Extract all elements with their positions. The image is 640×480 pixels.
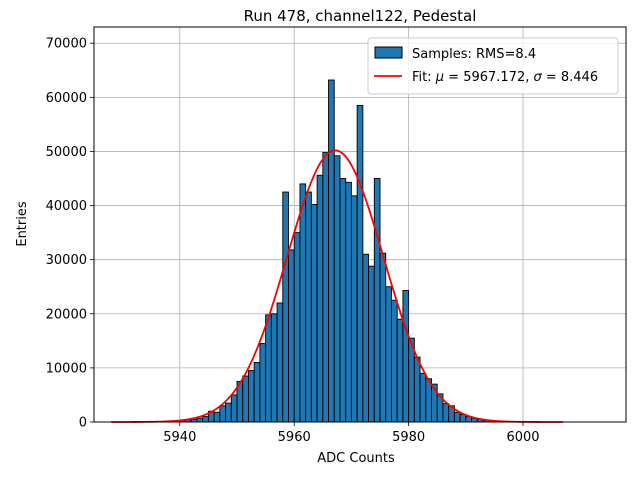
histogram-bar xyxy=(368,265,375,423)
histogram-bar xyxy=(356,105,364,423)
fit-curve-group xyxy=(111,149,564,423)
y-tick-label: 60000 xyxy=(46,91,87,106)
legend-bars-swatch xyxy=(374,46,403,59)
histogram-bar xyxy=(396,318,404,423)
histogram-bar xyxy=(282,191,289,423)
histogram-bar xyxy=(322,152,329,423)
histogram-bar xyxy=(293,232,301,423)
histogram-bar xyxy=(453,411,461,423)
histogram-bar xyxy=(310,204,318,423)
histogram-bar xyxy=(328,79,335,423)
histogram-bar xyxy=(242,375,249,423)
histogram-bar xyxy=(305,191,312,423)
legend: Samples: RMS=8.4 Fit: μ = 5967.172, σ = … xyxy=(367,37,619,95)
histogram-bar xyxy=(391,299,398,423)
histogram-bar xyxy=(419,372,427,423)
x-tick-label: 6000 xyxy=(506,430,539,445)
x-tick-label: 5980 xyxy=(392,430,425,445)
y-tick-label: 0 xyxy=(79,416,87,431)
histogram-bar xyxy=(316,174,324,423)
histogram-bar xyxy=(362,253,370,423)
x-tick-label: 5960 xyxy=(278,430,311,445)
legend-frame xyxy=(367,37,619,95)
histogram-bar xyxy=(276,302,284,423)
histogram-bar xyxy=(253,362,261,423)
histogram-bar xyxy=(385,286,392,423)
legend-fit-mu: μ xyxy=(435,70,444,85)
histogram-bar xyxy=(402,290,410,423)
histogram-bar xyxy=(219,405,227,423)
histogram-bar xyxy=(339,178,347,423)
y-tick-label: 20000 xyxy=(46,307,87,322)
plot-area-frame xyxy=(93,26,627,423)
histogram-bar xyxy=(299,183,307,423)
x-axis-title: ADC Counts xyxy=(317,451,395,466)
histogram-bar xyxy=(350,195,358,423)
legend-fit-label: Fit: μ = 5967.172, σ = 8.446 xyxy=(412,70,598,85)
y-tick-label: 30000 xyxy=(46,253,87,268)
histogram-bar xyxy=(442,403,450,423)
histogram-bar xyxy=(379,252,387,423)
chart-title: Run 478, channel122, Pedestal xyxy=(244,7,477,25)
legend-fit-sigma: σ xyxy=(534,70,543,85)
histogram-bar xyxy=(225,402,232,423)
histogram-bar xyxy=(248,370,255,423)
legend-fit-mu-value: = 5967.172, xyxy=(444,70,533,85)
y-tick-label: 70000 xyxy=(46,37,87,52)
y-axis-ticks: 0 10000 20000 30000 40000 50000 60000 70000 xyxy=(46,37,94,431)
histogram-bar xyxy=(213,411,221,423)
histogram-bar xyxy=(345,181,352,423)
x-axis-ticks: 5940 5960 5980 6000 xyxy=(163,422,540,445)
histogram-bar xyxy=(373,178,381,423)
legend-fit-prefix: Fit: xyxy=(412,70,436,85)
histogram-bar xyxy=(425,378,432,423)
y-tick-label: 40000 xyxy=(46,199,87,214)
y-tick-label: 10000 xyxy=(46,361,87,376)
histogram-bar xyxy=(230,394,238,423)
histogram-bar xyxy=(259,343,267,423)
y-tick-label: 50000 xyxy=(46,145,87,160)
histogram-bar xyxy=(196,417,204,423)
legend-fit-sigma-value: = 8.446 xyxy=(542,70,598,85)
histogram-bar xyxy=(333,155,341,423)
legend-bars-label: Samples: RMS=8.4 xyxy=(412,47,536,62)
x-tick-label: 5940 xyxy=(163,430,196,445)
fit-curve xyxy=(111,149,564,423)
histogram-bar xyxy=(270,313,278,423)
histogram-bar xyxy=(288,249,295,423)
histogram-bar xyxy=(413,356,421,423)
histogram-bar xyxy=(265,314,272,423)
histogram-bar xyxy=(202,416,209,423)
y-axis-title: Entries xyxy=(15,201,30,247)
